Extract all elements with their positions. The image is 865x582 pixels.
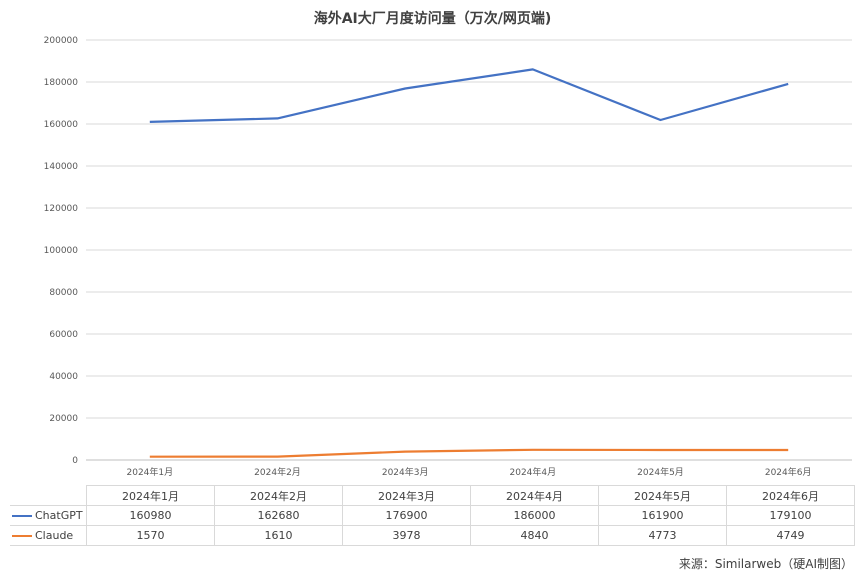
y-tick-label: 200000	[44, 36, 79, 46]
y-tick-label: 20000	[49, 414, 78, 424]
y-tick-label: 180000	[44, 78, 79, 88]
table-cell: 4840	[470, 525, 599, 546]
x-tick-label: 2024年3月	[382, 466, 429, 478]
y-tick-label: 140000	[44, 162, 79, 172]
x-tick-label: 2024年6月	[765, 466, 812, 478]
chart-title: 海外AI大厂月度访问量（万次/网页端)	[313, 11, 552, 27]
source-note: 来源：Similarweb（硬AI制图）	[678, 557, 853, 571]
line-chart: 0 20000 40000 60000 80000 100000 120000 140000 1…	[44, 36, 852, 478]
table-cell: 186000	[470, 505, 599, 526]
table-header-row: 2024年1月 2024年2月 2024年3月 2024年4月 2024年5月 …	[10, 485, 855, 506]
table-header-cell: 2024年6月	[726, 485, 855, 506]
table-corner	[10, 485, 87, 506]
table-cell: 4773	[598, 525, 727, 546]
y-tick-label: 40000	[49, 372, 78, 382]
y-tick-label: 0	[72, 456, 78, 466]
x-tick-label: 2024年2月	[254, 466, 301, 478]
table-cell: 160980	[86, 505, 215, 526]
y-tick-label: 160000	[44, 120, 79, 130]
gridlines	[86, 39, 852, 461]
x-axis-ticks: 2024年1月 2024年2月 2024年3月 2024年4月 2024年5月 2024年…	[127, 466, 812, 478]
series-line-chatgpt	[149, 68, 789, 123]
y-axis-ticks: 0 20000 40000 60000 80000 100000 120000 140000 1…	[44, 36, 79, 466]
table-cell: 4749	[726, 525, 855, 546]
series-lines	[149, 68, 789, 458]
x-tick-label: 2024年1月	[127, 466, 174, 478]
table-cell: 1570	[86, 525, 215, 546]
legend-swatch	[12, 535, 32, 537]
y-tick-label: 100000	[44, 246, 79, 256]
table-header-cell: 2024年2月	[214, 485, 343, 506]
table-cell: 1610	[214, 525, 343, 546]
data-table: 2024年1月 2024年2月 2024年3月 2024年4月 2024年5月 …	[10, 485, 855, 546]
table-row: Claude 1570 1610 3978 4840 4773 4749	[10, 525, 855, 546]
legend-claude: Claude	[10, 525, 87, 546]
x-tick-label: 2024年4月	[510, 466, 557, 478]
y-tick-label: 60000	[49, 330, 78, 340]
table-header-cell: 2024年1月	[86, 485, 215, 506]
table-cell: 179100	[726, 505, 855, 526]
y-tick-label: 80000	[49, 288, 78, 298]
x-tick-label: 2024年5月	[637, 466, 684, 478]
table-header-cell: 2024年5月	[598, 485, 727, 506]
table-row: ChatGPT 160980 162680 176900 186000 1619…	[10, 505, 855, 526]
table-cell: 3978	[342, 525, 471, 546]
legend-label: Claude	[35, 529, 74, 542]
table-cell: 162680	[214, 505, 343, 526]
table-cell: 176900	[342, 505, 471, 526]
legend-chatgpt: ChatGPT	[10, 505, 87, 526]
legend-swatch	[12, 515, 32, 517]
series-line-claude	[149, 448, 789, 458]
y-tick-label: 120000	[44, 204, 79, 214]
table-header-cell: 2024年4月	[470, 485, 599, 506]
table-header-cell: 2024年3月	[342, 485, 471, 506]
legend-label: ChatGPT	[35, 509, 83, 522]
table-cell: 161900	[598, 505, 727, 526]
